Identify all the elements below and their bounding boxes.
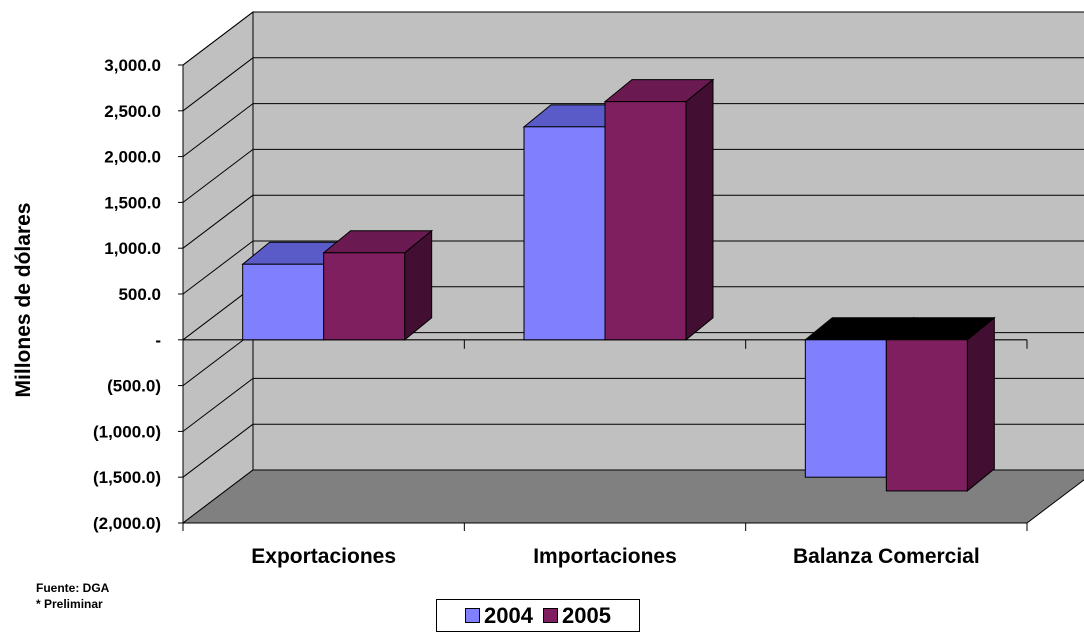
legend-item: 2005	[543, 603, 611, 629]
bar-side-2005	[685, 78, 714, 341]
x-category-label: Importaciones	[533, 545, 677, 568]
gridline-side	[182, 378, 254, 432]
source-note: Fuente: DGA	[36, 581, 110, 595]
gridline-side	[182, 194, 254, 249]
gridline-side	[182, 240, 254, 295]
chart-bars	[241, 78, 996, 492]
bar-2005-Exportaciones	[323, 252, 406, 341]
bar-side-2005	[966, 316, 995, 492]
y-tick-label: 1,500.0	[104, 193, 161, 212]
bar-2004-Balanza Comercial	[804, 339, 887, 478]
gridline-side	[182, 423, 254, 478]
gridline-side	[182, 149, 254, 203]
bar-2004-Exportaciones	[242, 263, 325, 341]
legend-swatch	[543, 608, 558, 623]
y-tick-label: -	[155, 331, 161, 350]
bar-2005-Importaciones	[604, 101, 687, 341]
preliminary-note: * Preliminar	[36, 597, 103, 611]
legend-label: 2005	[562, 602, 611, 628]
y-tick-label: 2,000.0	[104, 148, 161, 167]
chart-legend: 2004 2005	[436, 599, 640, 632]
gridline-side	[182, 332, 254, 386]
y-tick-label: (1,500.0)	[93, 468, 161, 487]
x-category-label: Balanza Comercial	[793, 545, 980, 568]
x-category-label: Exportaciones	[251, 545, 396, 568]
bar-2005-Balanza Comercial	[885, 339, 968, 492]
y-tick-label: (500.0)	[107, 377, 161, 396]
y-tick-label: (1,000.0)	[93, 422, 161, 441]
y-tick-label: (2,000.0)	[93, 514, 161, 533]
gridline-side	[182, 11, 254, 66]
gridline-side	[182, 286, 254, 341]
y-tick-label: 1,000.0	[104, 239, 161, 258]
legend-label: 2004	[484, 602, 533, 628]
legend-swatch	[465, 608, 481, 623]
y-tick-label: 3,000.0	[104, 56, 161, 75]
y-tick-label: 2,500.0	[104, 102, 161, 121]
legend-item: 2004	[465, 603, 533, 629]
bar-2004-Importaciones	[523, 126, 606, 341]
gridline-side	[182, 57, 254, 112]
chart-labels: 3,000.0 2,500.0 2,000.0 1,500.0 1,000.0 500.0…	[12, 56, 980, 568]
y-axis-title: Millones de dólares	[12, 203, 35, 398]
gridline-side	[182, 103, 254, 157]
y-tick-label: 500.0	[118, 285, 161, 304]
